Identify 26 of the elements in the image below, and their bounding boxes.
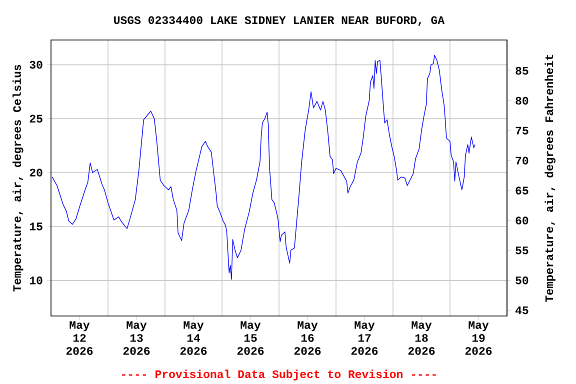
y2-tick-label: 85 <box>516 66 528 75</box>
x-tick-label: May 16 2026 <box>294 321 321 355</box>
y2-tick-label: 50 <box>516 276 528 284</box>
y2-tick-label: 70 <box>516 156 528 165</box>
x-tick-label: May 19 2026 <box>465 321 492 355</box>
x-tick-label: May 18 2026 <box>408 321 435 355</box>
y-axis-title: Temperature, air, degrees Celsius <box>12 64 24 292</box>
x-tick-label: May 14 2026 <box>180 321 207 355</box>
y-tick-label: 25 <box>30 114 42 123</box>
x-tick-label: May 17 2026 <box>351 321 378 355</box>
y2-tick-label: 75 <box>516 126 528 135</box>
x-tick-label: May 12 2026 <box>66 321 93 355</box>
y2-tick-label: 80 <box>516 96 528 105</box>
chart-title: USGS 02334400 LAKE SIDNEY LANIER NEAR BUFORD, GA <box>114 16 445 26</box>
y2-tick-label: 45 <box>515 306 528 314</box>
y2-tick-label: 55 <box>516 246 528 254</box>
y2-tick-label: 60 <box>516 216 528 224</box>
x-tick-label: May 13 2026 <box>123 321 150 355</box>
y-tick-label: 30 <box>30 60 42 69</box>
y-tick-label: 15 <box>30 222 42 230</box>
x-tick-label: May 15 2026 <box>237 321 264 355</box>
y-tick-label: 10 <box>30 276 42 284</box>
y2-tick-label: 65 <box>516 186 528 194</box>
y-tick-label: 20 <box>30 168 42 177</box>
y2-axis-title: Temperature, air, degrees Fahrenheit <box>544 54 556 302</box>
text: ---- Provisional Data Subject to Revision ---- <box>122 370 436 380</box>
